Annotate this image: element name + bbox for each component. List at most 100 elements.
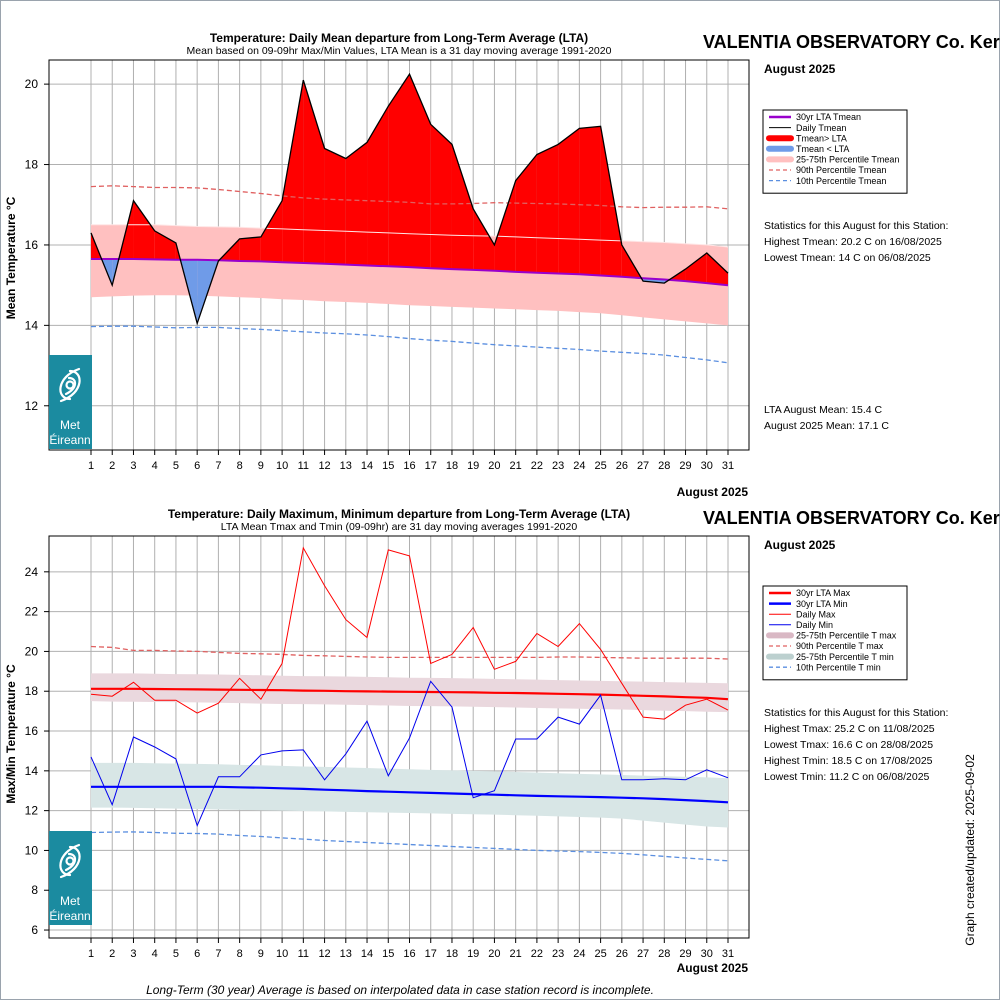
- top-plot-area: 1 2 3 4 5 6 7 8 9 10 11 12 13 14 15 16 17 18 19 20 21 22 23 24 2…: [25, 59, 750, 472]
- bottom-legend-item: 25-75th Percentile T min: [766, 652, 894, 662]
- legend-label: 25-75th Percentile Tmean: [796, 155, 899, 165]
- bottom-daily-max-line: [90, 546, 729, 720]
- bottom-legend-item: 25-75th Percentile T max: [766, 631, 897, 641]
- top-x-tick-label: 3: [130, 460, 136, 472]
- top-legend-item: Tmean < LTA: [766, 144, 849, 154]
- top-y-tick-label: 20: [25, 77, 39, 91]
- legend-label: 10th Percentile T min: [796, 662, 881, 672]
- top-x-tick-label: 21: [510, 460, 522, 472]
- bottom-x-tick-label: 23: [552, 948, 564, 960]
- bottom-legend-item: 30yr LTA Min: [769, 599, 848, 609]
- bottom-y-tick-label: 6: [31, 923, 38, 937]
- top-stat-highest: Highest Tmean: 20.2 C on 16/08/2025: [764, 236, 942, 248]
- legend-label: 25-75th Percentile T min: [796, 652, 894, 662]
- bottom-x-tick-label: 24: [573, 948, 585, 960]
- bottom-x-tick-label: 3: [130, 948, 136, 960]
- top-month-mean: August 2025 Mean: 17.1 C: [764, 420, 889, 432]
- top-x-tick-label: 25: [594, 460, 606, 472]
- bottom-x-tick-label: 28: [658, 948, 670, 960]
- top-above-lta-area: [536, 144, 559, 274]
- top-above-lta-area: [494, 180, 516, 272]
- bottom-month-label: August 2025: [764, 538, 836, 552]
- bottom-chart-title: Temperature: Daily Maximum, Minimum depa…: [168, 507, 630, 521]
- top-x-tick-label: 9: [258, 460, 264, 472]
- met-eireann-swirl-icon: [59, 367, 81, 403]
- bottom-y-axis-label: Max/Min Temperature °C: [4, 664, 18, 804]
- bottom-stat-lowest-tmax: Lowest Tmax: 16.6 C on 28/08/2025: [764, 739, 933, 751]
- top-above-lta-area: [409, 74, 431, 269]
- legend-label: 10th Percentile Tmean: [796, 176, 886, 186]
- bottom-stat-highest-tmax: Highest Tmax: 25.2 C on 11/08/2025: [764, 723, 935, 735]
- top-x-tick-label: 14: [361, 460, 373, 472]
- bottom-x-tick-label: 13: [340, 948, 352, 960]
- bottom-x-tick-label: 21: [510, 948, 522, 960]
- top-x-tick-label: 16: [403, 460, 415, 472]
- top-above-lta-area: [282, 80, 304, 264]
- top-above-lta-area: [133, 200, 155, 260]
- bottom-x-tick-label: 20: [488, 948, 500, 960]
- legend-label: 90th Percentile Tmean: [796, 165, 886, 175]
- top-chart-title: Temperature: Daily Mean departure from L…: [210, 31, 588, 45]
- swirl-stroke: [59, 843, 81, 877]
- bottom-stat-lowest-tmin: Lowest Tmin: 11.2 C on 06/08/2025: [764, 771, 930, 783]
- bottom-y-tick-label: 18: [25, 684, 39, 698]
- bottom-y-tick-label: 10: [25, 843, 39, 857]
- bottom-p10-min-line: [90, 831, 729, 862]
- top-plot-frame: [48, 59, 750, 451]
- top-x-tick-label: 6: [194, 460, 200, 472]
- top-y-tick-label: 12: [25, 399, 39, 413]
- bottom-x-tick-label: 15: [382, 948, 394, 960]
- top-daily-line: [90, 72, 729, 326]
- bottom-x-tick-label: 12: [318, 948, 330, 960]
- top-chart-subtitle: Mean based on 09-09hr Max/Min Values, LT…: [187, 45, 612, 57]
- legend-label: Tmean < LTA: [796, 144, 849, 154]
- swirl-stroke: [59, 367, 81, 401]
- legend-label: Daily Min: [796, 620, 833, 630]
- top-legend-item: 30yr LTA Tmean: [769, 112, 861, 122]
- top-x-tick-label: 5: [173, 460, 179, 472]
- legend-label: 30yr LTA Tmean: [796, 112, 861, 122]
- bottom-x-tick-label: 18: [446, 948, 458, 960]
- bottom-x-tick-label: 7: [215, 948, 221, 960]
- top-above-lta-area: [388, 74, 410, 268]
- bottom-grid: [49, 536, 749, 938]
- logo-text-eireann: Éireann: [49, 908, 90, 923]
- top-y-tick-label: 16: [25, 238, 39, 252]
- top-above-lta-area: [345, 142, 368, 266]
- top-above-lta-area: [260, 200, 283, 263]
- legend-label: 90th Percentile T max: [796, 641, 884, 651]
- swirl-stroke: [64, 376, 77, 396]
- top-y-tick-label: 18: [25, 158, 39, 172]
- met-eireann-swirl-icon: [59, 843, 81, 879]
- top-x-tick-label: 13: [340, 460, 352, 472]
- top-x-tick-label: 23: [552, 460, 564, 472]
- top-x-tick-label: 15: [382, 460, 394, 472]
- legend-label: Daily Max: [796, 609, 836, 619]
- bottom-p90-max-line: [90, 645, 729, 660]
- bottom-x-tick-label: 19: [467, 948, 479, 960]
- bottom-x-tick-label: 16: [403, 948, 415, 960]
- bottom-y-tick-label: 22: [25, 605, 39, 619]
- top-legend-item: 25-75th Percentile Tmean: [766, 155, 899, 165]
- top-x-tick-label: 2: [109, 460, 115, 472]
- top-y-axis-label: Mean Temperature °C: [4, 196, 18, 319]
- top-x-tick-label: 22: [531, 460, 543, 472]
- top-x-tick-label: 12: [318, 460, 330, 472]
- top-stats-heading: Statistics for this August for this Stat…: [764, 220, 948, 232]
- bottom-x-tick-label: 2: [109, 948, 115, 960]
- bottom-legend-item: Daily Max: [769, 609, 836, 619]
- bottom-x-tick-label: 11: [298, 948, 309, 960]
- top-month-label: August 2025: [764, 62, 836, 76]
- legend-label: Tmean> LTA: [796, 133, 847, 143]
- bottom-x-tick-label: 26: [616, 948, 628, 960]
- bottom-y-tick-label: 20: [25, 644, 39, 658]
- bottom-legend-item: 10th Percentile T min: [769, 662, 881, 672]
- bottom-y-tick-label: 14: [25, 764, 39, 778]
- bottom-y-tick-label: 16: [25, 724, 39, 738]
- bottom-x-tick-label: 29: [679, 948, 691, 960]
- bottom-x-tick-label: 10: [276, 948, 288, 960]
- footnote: Long-Term (30 year) Average is based on …: [146, 983, 654, 997]
- bottom-stat-highest-tmin: Highest Tmin: 18.5 C on 17/08/2025: [764, 755, 933, 767]
- top-above-lta-area: [303, 80, 325, 264]
